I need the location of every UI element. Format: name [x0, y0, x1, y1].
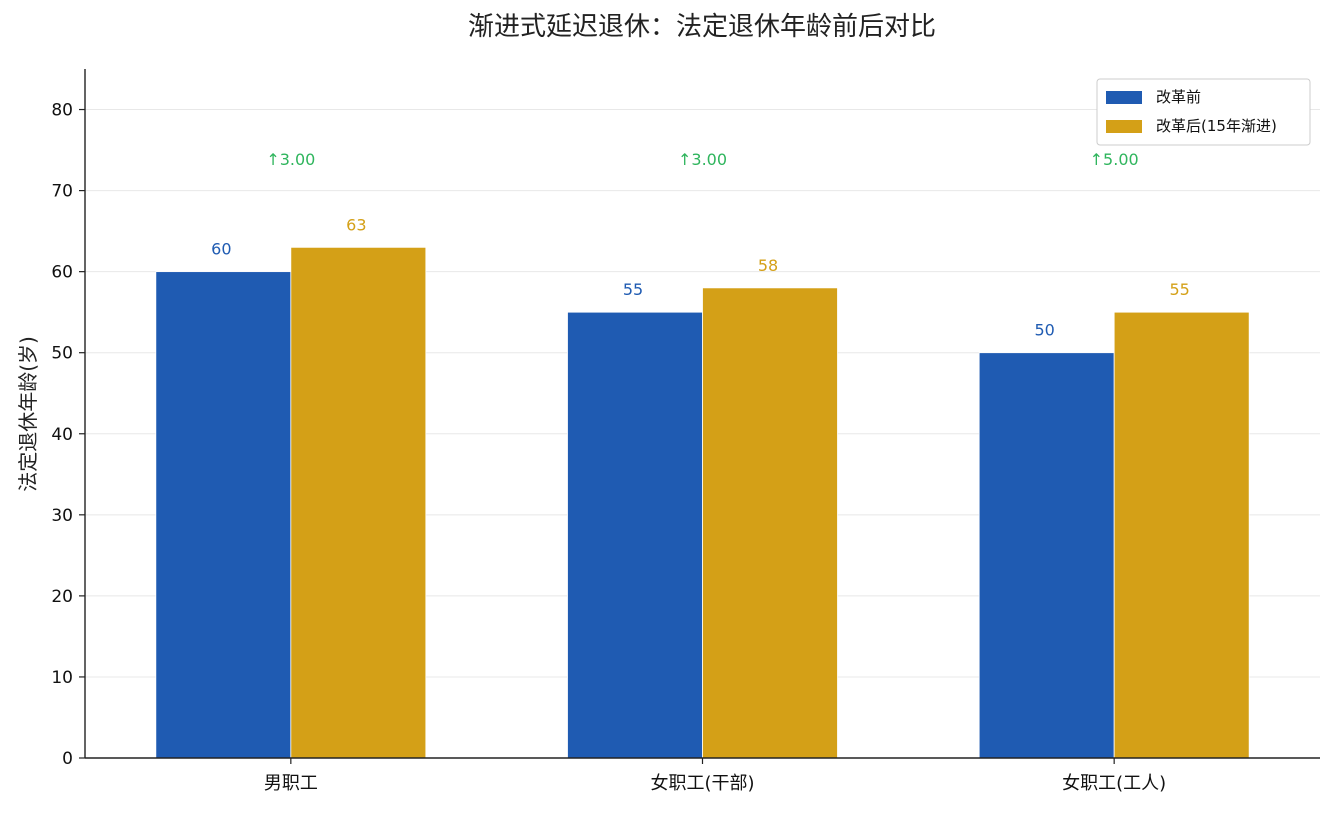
- increase-label: ↑3.00: [678, 150, 727, 169]
- value-label-after: 58: [758, 256, 778, 275]
- y-tick-label: 30: [51, 506, 73, 526]
- bar-after: [1113, 311, 1250, 759]
- increase-label: ↑3.00: [266, 150, 315, 169]
- category-labels: 男职工 女职工(干部) 女职工(工人): [264, 773, 1166, 794]
- category-label: 男职工: [264, 773, 318, 794]
- category-label: 女职工(干部): [650, 773, 754, 794]
- value-label-before: 60: [211, 240, 231, 259]
- y-tick-label: 20: [51, 587, 73, 607]
- y-axis-label: 法定退休年龄(岁): [16, 336, 40, 492]
- legend-swatch-before: [1106, 91, 1142, 104]
- bar-after: [702, 287, 838, 759]
- value-label-before: 55: [623, 280, 643, 299]
- legend-swatch-after: [1106, 120, 1142, 133]
- chart-title: 渐进式延迟退休：法定退休年龄前后对比: [468, 12, 936, 42]
- tick-labels: 0 10 20 30 40 50 60 70 80: [51, 101, 73, 769]
- legend-label-before: 改革前: [1156, 88, 1201, 106]
- legend-label-after: 改革后(15年渐进): [1156, 117, 1277, 135]
- bars: [155, 246, 1250, 759]
- bar-before: [155, 271, 292, 759]
- y-tick-label: 10: [51, 668, 73, 688]
- y-tick-label: 60: [51, 263, 73, 283]
- legend: 改革前 改革后(15年渐进): [1096, 78, 1311, 146]
- value-label-after: 55: [1169, 280, 1189, 299]
- y-tick-label: 0: [62, 749, 73, 769]
- increase-labels: ↑3.00 ↑3.00 ↑5.00: [266, 150, 1138, 169]
- axes: [79, 69, 1320, 764]
- value-label-after: 63: [346, 215, 366, 234]
- y-tick-label: 70: [51, 182, 73, 202]
- bar-before: [567, 311, 703, 759]
- value-labels: 60 63 55 58 50 55: [211, 215, 1190, 339]
- bar-before: [978, 352, 1115, 759]
- y-tick-label: 40: [51, 425, 73, 445]
- legend-box: [1096, 78, 1311, 146]
- category-label: 女职工(工人): [1062, 773, 1166, 794]
- y-tick-label: 50: [51, 344, 73, 364]
- y-tick-label: 80: [51, 101, 73, 121]
- increase-label: ↑5.00: [1090, 150, 1139, 169]
- value-label-before: 50: [1034, 321, 1054, 340]
- bar-after: [290, 246, 427, 759]
